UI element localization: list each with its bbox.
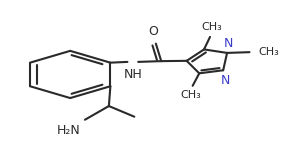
Text: H₂N: H₂N — [57, 124, 80, 137]
Text: NH: NH — [124, 68, 143, 81]
Text: N: N — [223, 37, 233, 50]
Text: CH₃: CH₃ — [201, 22, 222, 32]
Text: CH₃: CH₃ — [181, 90, 201, 100]
Text: N: N — [221, 74, 230, 87]
Text: O: O — [148, 24, 158, 38]
Text: CH₃: CH₃ — [259, 46, 279, 57]
